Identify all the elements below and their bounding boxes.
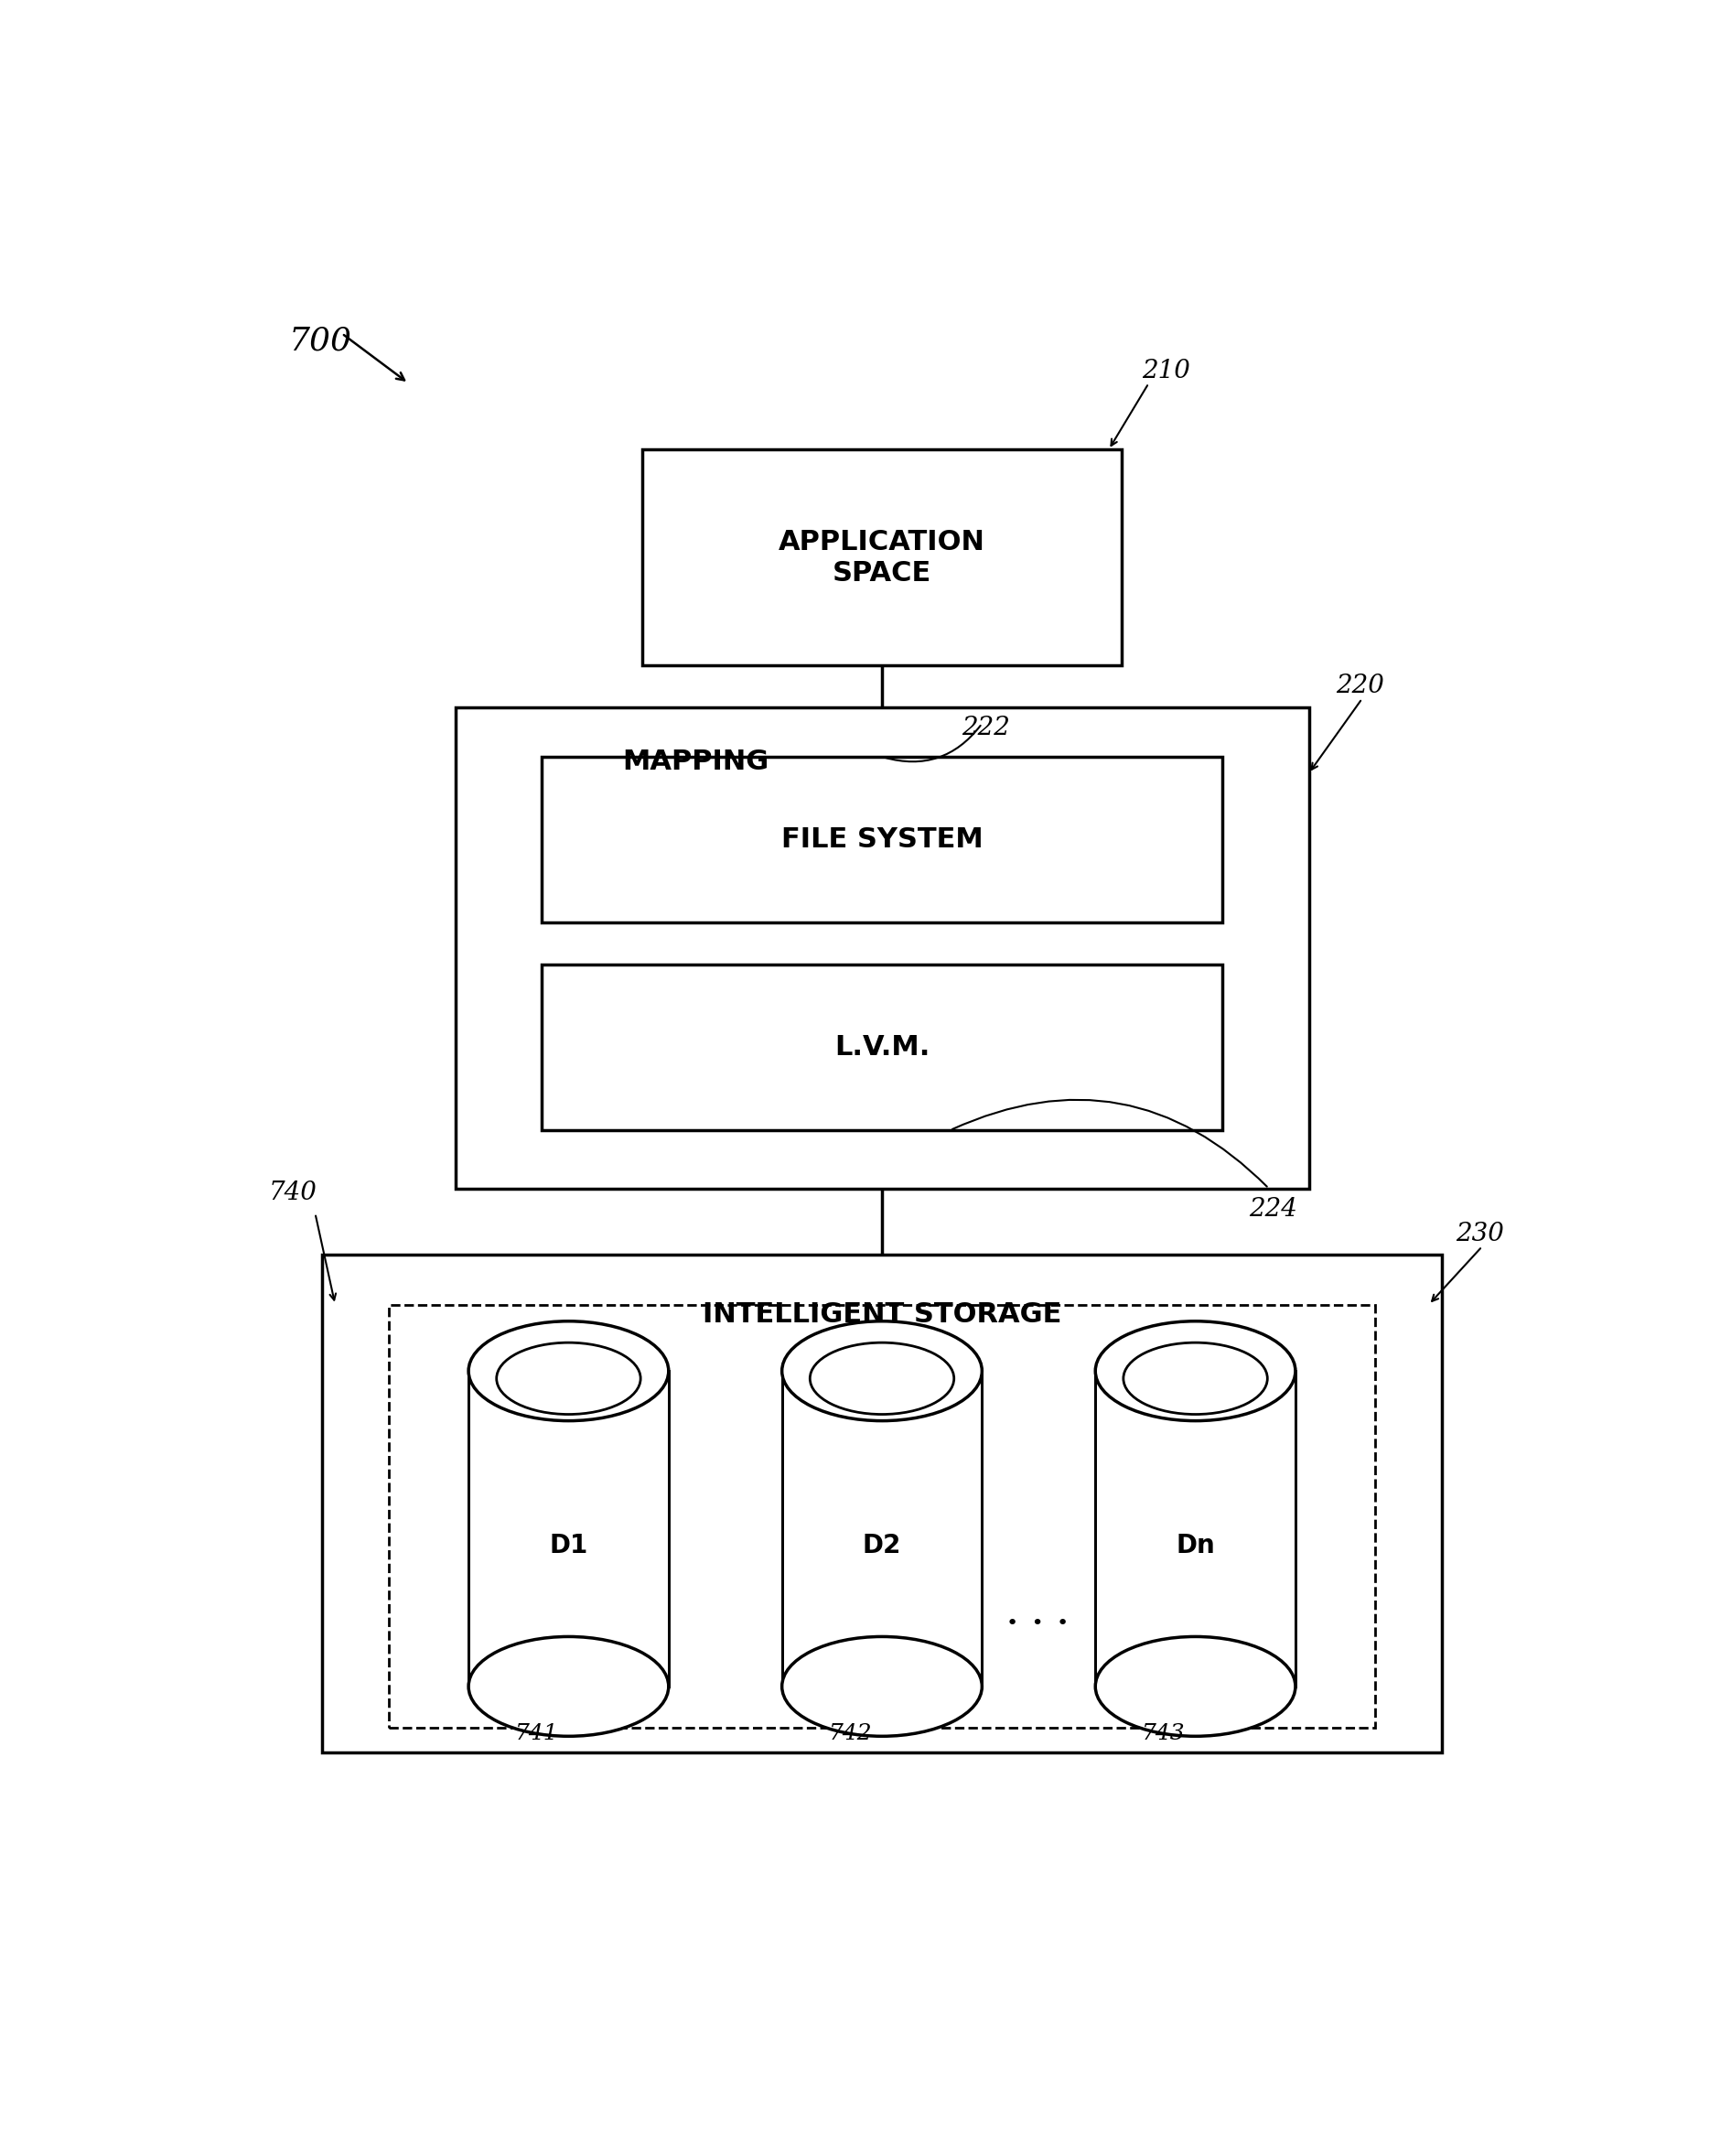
- Text: 743: 743: [1142, 1723, 1185, 1744]
- Text: 700: 700: [289, 326, 351, 356]
- Text: 220: 220: [1335, 675, 1383, 699]
- Bar: [454, 707, 1309, 1188]
- Ellipse shape: [1123, 1343, 1266, 1414]
- Text: MAPPING: MAPPING: [621, 748, 769, 774]
- Bar: [389, 1304, 1374, 1727]
- Text: APPLICATION
SPACE: APPLICATION SPACE: [777, 528, 986, 586]
- Ellipse shape: [468, 1322, 667, 1421]
- Ellipse shape: [1096, 1322, 1295, 1421]
- Text: 230: 230: [1455, 1222, 1503, 1246]
- Ellipse shape: [1096, 1636, 1295, 1736]
- Bar: [542, 964, 1221, 1130]
- Bar: [781, 1371, 982, 1686]
- Bar: [1096, 1371, 1295, 1686]
- Text: D2: D2: [862, 1533, 901, 1559]
- Ellipse shape: [781, 1322, 982, 1421]
- Text: INTELLIGENT STORAGE: INTELLIGENT STORAGE: [702, 1302, 1061, 1328]
- Text: 740: 740: [268, 1179, 316, 1205]
- Text: 222: 222: [961, 716, 1010, 740]
- Text: 741: 741: [514, 1723, 559, 1744]
- Ellipse shape: [497, 1343, 640, 1414]
- Text: D1: D1: [549, 1533, 588, 1559]
- Bar: [542, 757, 1221, 923]
- Bar: [642, 451, 1121, 666]
- Bar: [322, 1255, 1441, 1753]
- Text: FILE SYSTEM: FILE SYSTEM: [781, 826, 982, 854]
- Text: Dn: Dn: [1175, 1533, 1214, 1559]
- Text: 224: 224: [1249, 1197, 1297, 1222]
- Text: •  •  •: • • •: [1006, 1615, 1068, 1632]
- Ellipse shape: [781, 1636, 982, 1736]
- Ellipse shape: [468, 1636, 667, 1736]
- Ellipse shape: [810, 1343, 953, 1414]
- Text: 210: 210: [1142, 358, 1190, 384]
- Bar: [468, 1371, 667, 1686]
- Text: L.V.M.: L.V.M.: [834, 1035, 929, 1061]
- Text: 742: 742: [829, 1723, 872, 1744]
